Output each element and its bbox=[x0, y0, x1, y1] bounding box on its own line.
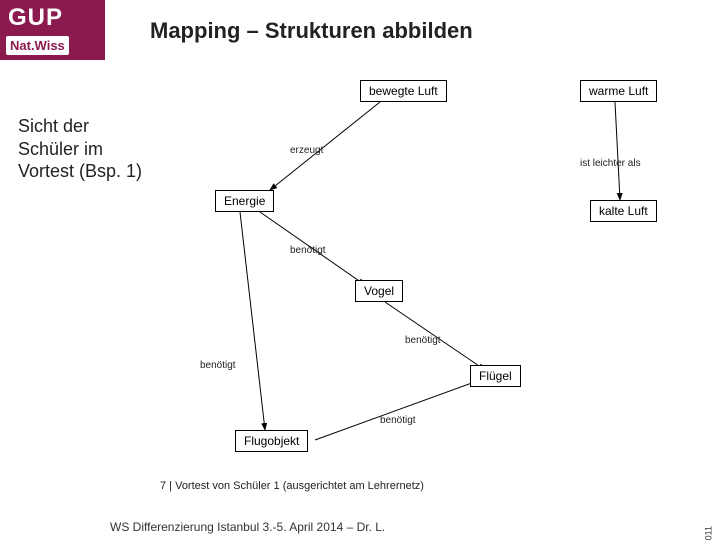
concept-map: bewegte Luft warme Luft Energie kalte Luft V… bbox=[160, 80, 690, 500]
node-flugobjekt: Flugobjekt bbox=[235, 430, 308, 452]
logo-top: GUP bbox=[0, 0, 105, 32]
node-kalte-luft: kalte Luft bbox=[590, 200, 657, 222]
edge-label: benötigt bbox=[290, 245, 326, 256]
logo-bottom: Nat.Wiss bbox=[6, 36, 69, 55]
edge-label: ist leichter als bbox=[580, 158, 641, 169]
source-citation: Quelle: F. Lüthjohann, I. Parchmann: Kon… bbox=[704, 526, 714, 540]
footer-text: WS Differenzierung Istanbul 3.-5. April … bbox=[110, 520, 385, 534]
edge-label: benötigt bbox=[380, 415, 416, 426]
node-warme-luft: warme Luft bbox=[580, 80, 657, 102]
node-fluegel: Flügel bbox=[470, 365, 521, 387]
page-title: Mapping – Strukturen abbilden bbox=[150, 18, 473, 44]
edge-label: erzeugt bbox=[290, 145, 323, 156]
diagram-caption: 7 | Vortest von Schüler 1 (ausgerichtet … bbox=[160, 480, 424, 492]
node-vogel: Vogel bbox=[355, 280, 403, 302]
subtitle: Sicht der Schüler im Vortest (Bsp. 1) bbox=[18, 115, 153, 183]
node-bewegte-luft: bewegte Luft bbox=[360, 80, 447, 102]
slide: GUP Nat.Wiss Mapping – Strukturen abbild… bbox=[0, 0, 720, 540]
brand-logo: GUP Nat.Wiss bbox=[0, 0, 105, 60]
edge-label: benötigt bbox=[200, 360, 236, 371]
edge-label: benötigt bbox=[405, 335, 441, 346]
node-energie: Energie bbox=[215, 190, 274, 212]
